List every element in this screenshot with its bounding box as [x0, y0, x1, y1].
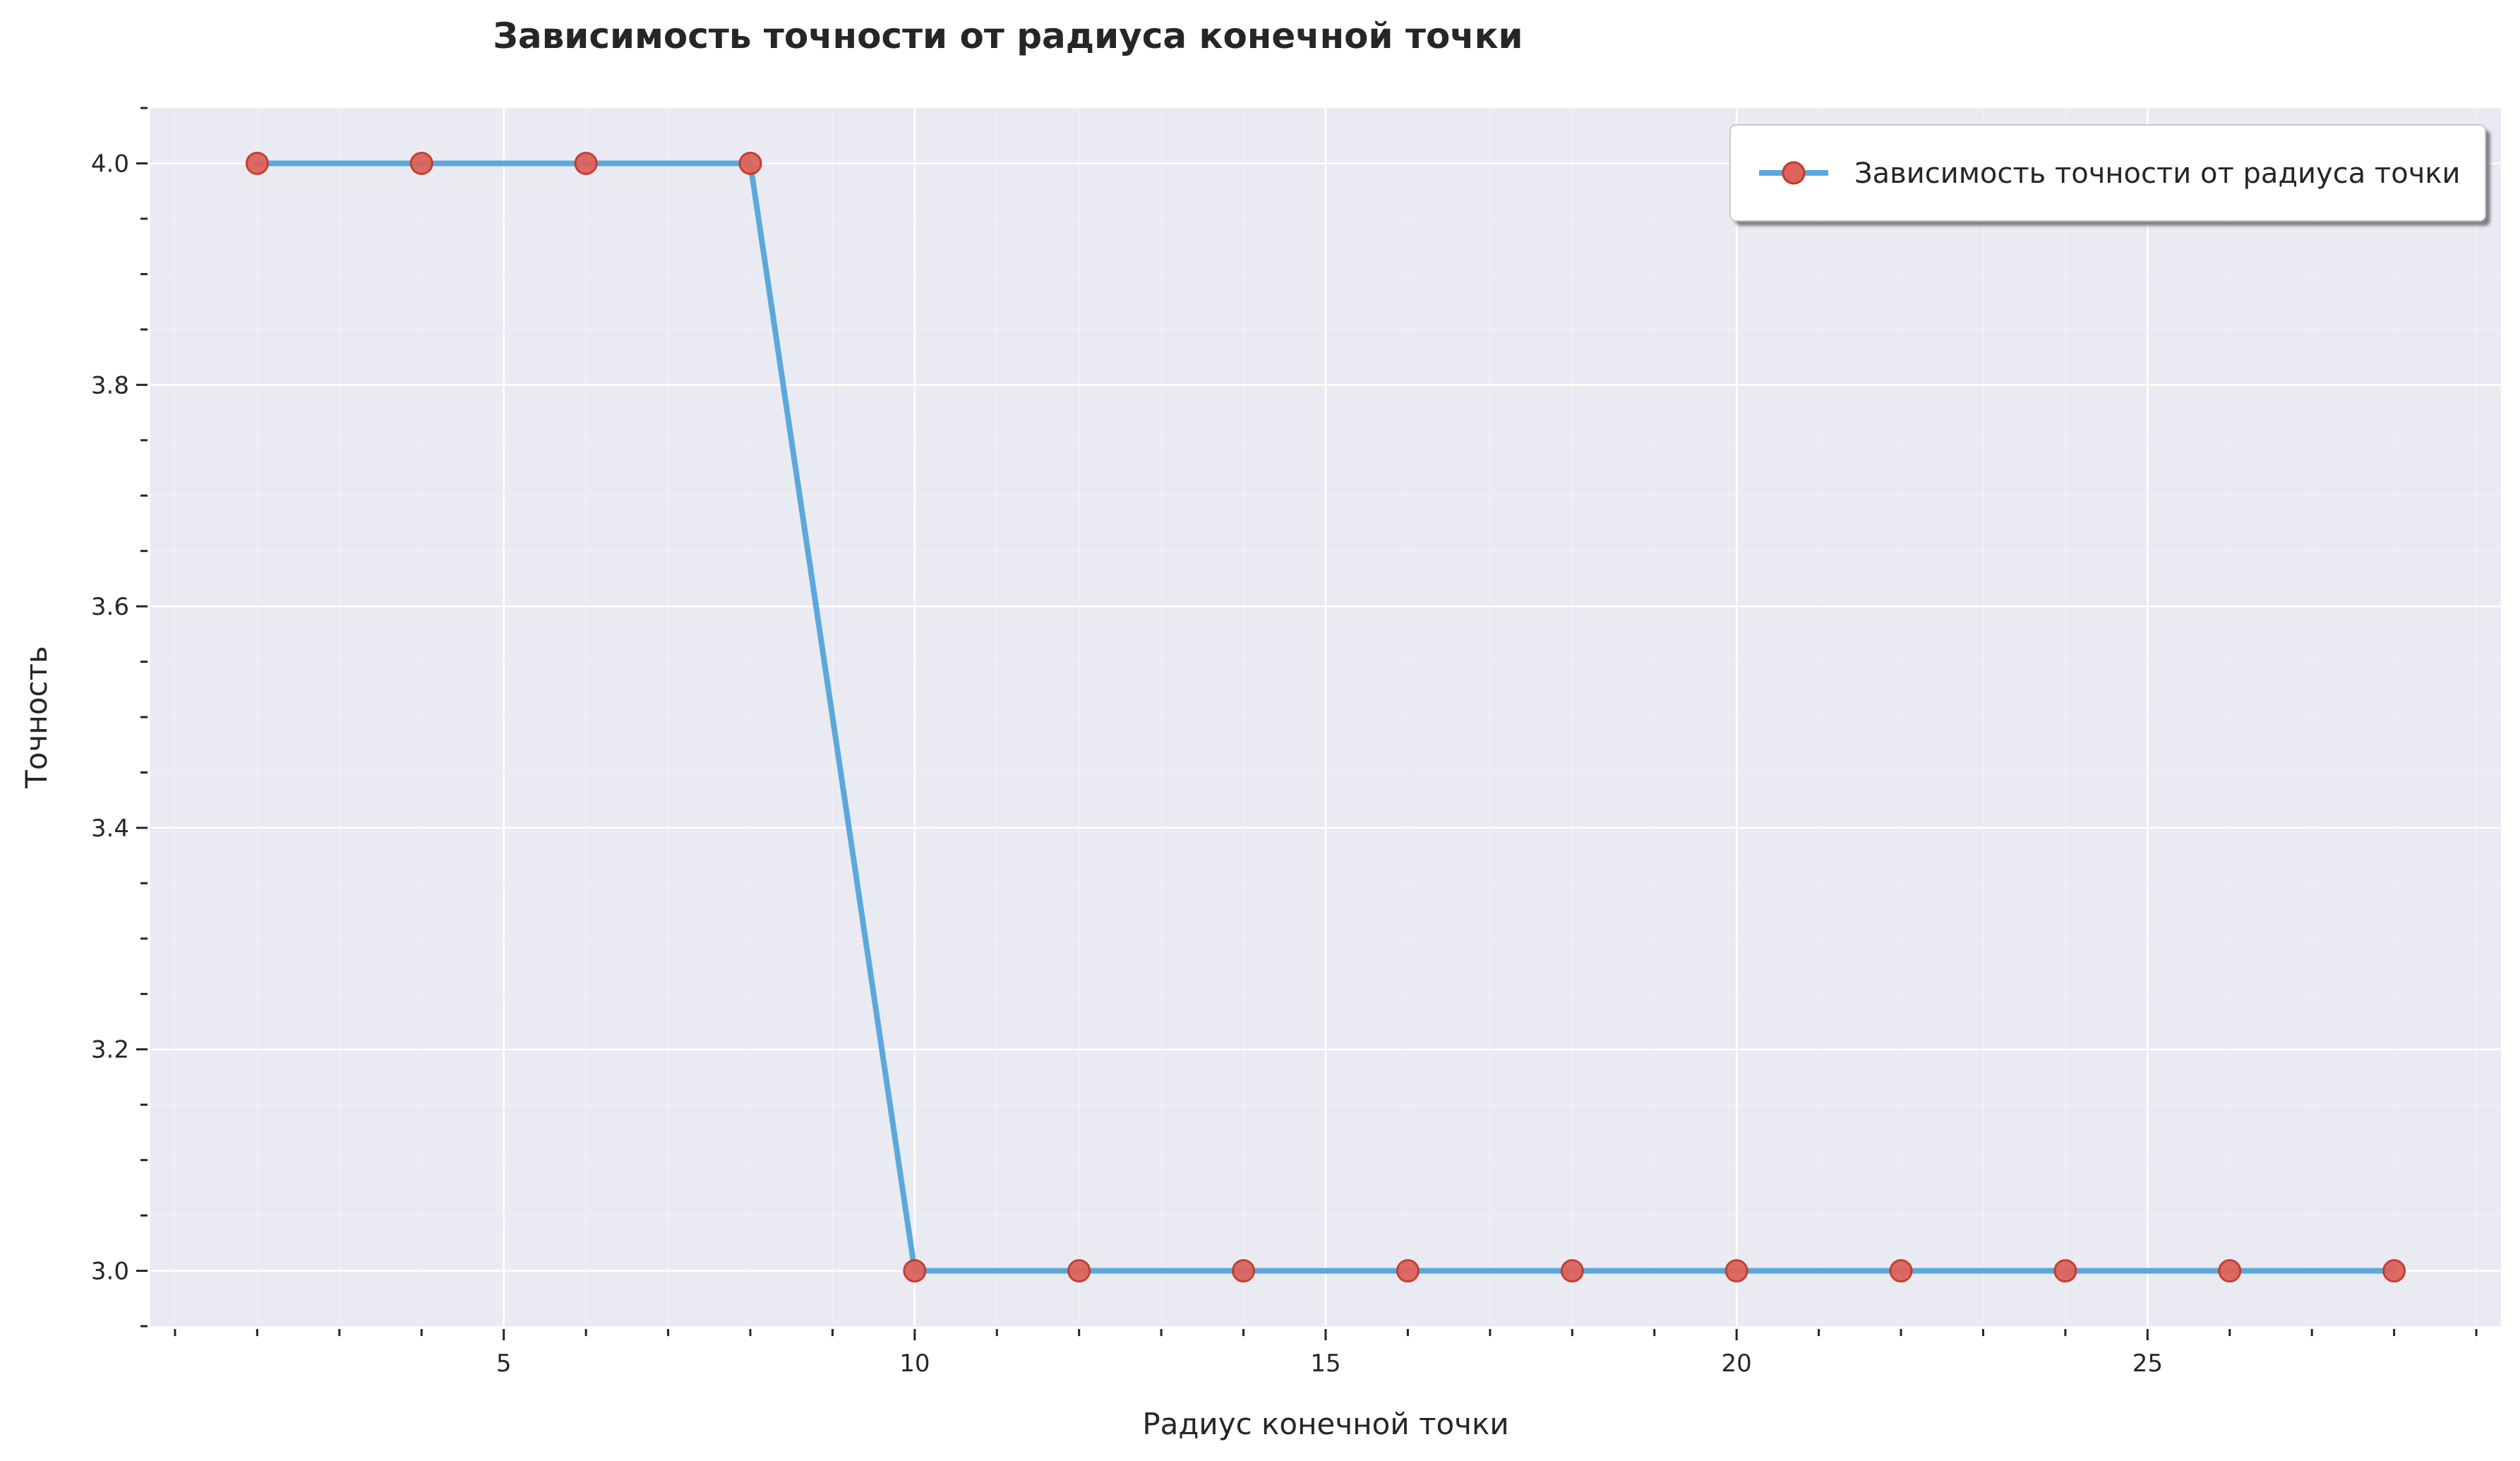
x-axis-label: Радиус конечной точки [1142, 1407, 1508, 1441]
data-point [245, 151, 269, 175]
x-axis-ticks: 5 10 15 20 25 [174, 1329, 2478, 1378]
legend-entry-label: Зависимость точности от радиуса точки [1854, 157, 2460, 190]
x-tick-label: 10 [899, 1349, 930, 1378]
major-grid [150, 108, 2501, 1326]
x-tick-label: 25 [2132, 1349, 2163, 1378]
x-tick-label: 5 [496, 1349, 512, 1378]
data-point [574, 151, 598, 175]
x-tick-label: 20 [1722, 1349, 1752, 1378]
x-tick-label: 15 [1310, 1349, 1340, 1378]
data-point [1560, 1259, 1584, 1283]
legend-marker-sample [1782, 161, 1806, 185]
y-tick-label: 3.4 [91, 814, 129, 843]
y-axis-label: Точность [19, 646, 54, 789]
legend: Зависимость точности от радиуса точки [1729, 124, 2490, 226]
y-tick-label: 3.6 [91, 593, 129, 621]
data-point [2053, 1259, 2077, 1283]
y-axis-ticks: 3.0 3.2 3.4 3.6 3.8 4.0 [91, 107, 148, 1328]
series-layer [245, 151, 2406, 1283]
chart-title: Зависимость точности от радиуса конечной… [493, 16, 1523, 56]
data-point [2382, 1259, 2406, 1283]
data-point [2218, 1259, 2242, 1283]
legend-frame [1729, 124, 2486, 222]
data-point [1889, 1259, 1913, 1283]
y-tick-label: 4.0 [91, 150, 129, 178]
data-point [738, 151, 762, 175]
data-point [1724, 1259, 1748, 1283]
data-point [903, 1259, 927, 1283]
data-point [1232, 1259, 1256, 1283]
y-tick-label: 3.2 [91, 1036, 129, 1064]
data-point [1067, 1259, 1091, 1283]
y-tick-label: 3.8 [91, 371, 129, 399]
series-line [254, 160, 2397, 1274]
data-point [1396, 1259, 1420, 1283]
data-point [409, 151, 433, 175]
y-tick-label: 3.0 [91, 1258, 129, 1286]
